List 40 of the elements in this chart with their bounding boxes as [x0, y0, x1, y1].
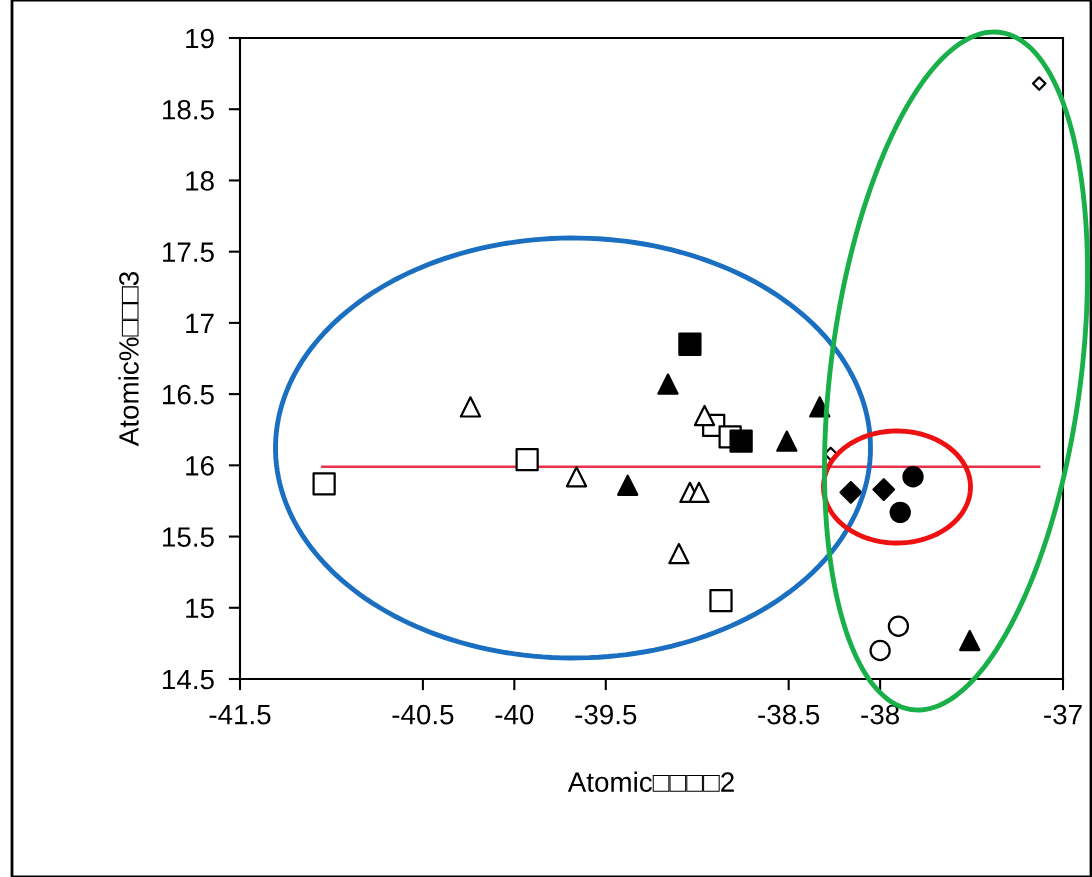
- point: [709, 589, 733, 613]
- point: [565, 466, 588, 488]
- point: [872, 478, 896, 501]
- x-tick-label: -39.5: [575, 704, 637, 725]
- y-tick-label: 16.5: [163, 384, 214, 405]
- point: [776, 430, 798, 452]
- x-tick-label: -38: [861, 704, 899, 725]
- y-tick-label: 19: [186, 28, 214, 49]
- x-tick-label: -40.5: [392, 704, 454, 725]
- point: [312, 472, 336, 496]
- y-tick-label: 14.5: [163, 669, 214, 690]
- point: [693, 404, 716, 427]
- y-tick-label: 17: [186, 313, 214, 333]
- x-tick-label: -37: [1044, 704, 1082, 725]
- y-tick-label: 15.5: [163, 527, 214, 547]
- point: [515, 447, 539, 472]
- y-axis-title: Atomic%□□□3: [118, 272, 139, 447]
- point: [839, 480, 863, 504]
- y-tick-label: 15: [186, 598, 214, 619]
- y-tick-label: 17.5: [163, 242, 214, 263]
- x-tick-label: -40: [495, 704, 534, 725]
- y-tick-label: 18: [186, 171, 214, 191]
- point: [902, 466, 924, 488]
- x-tick-label: -38.5: [758, 704, 820, 725]
- point: [678, 332, 702, 356]
- point: [869, 639, 891, 662]
- point: [889, 501, 911, 524]
- point: [459, 396, 482, 418]
- point: [668, 542, 690, 565]
- point: [959, 629, 981, 652]
- point: [1031, 76, 1047, 91]
- point: [729, 429, 753, 453]
- y-tick-label: 16: [186, 456, 214, 476]
- point: [657, 373, 679, 395]
- point: [688, 481, 710, 504]
- x-axis-title: Atomic□□□□2: [567, 771, 734, 792]
- point: [617, 474, 639, 496]
- point: [887, 615, 910, 637]
- x-tick-label: -41.5: [209, 705, 271, 725]
- y-tick-label: 18.5: [163, 99, 214, 120]
